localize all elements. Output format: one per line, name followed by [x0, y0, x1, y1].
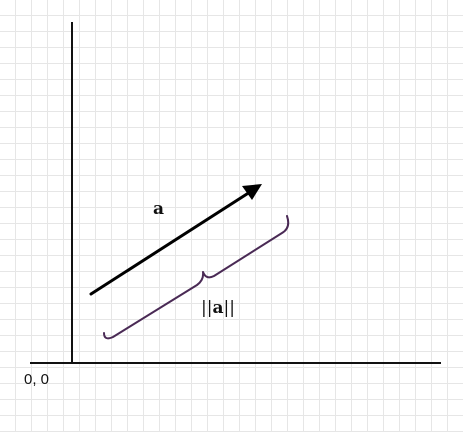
vector-a-label: a [153, 199, 165, 219]
origin-label: 0, 0 [24, 371, 50, 388]
magnitude-left-bars: || [201, 298, 213, 318]
vector-a-arrowhead [242, 184, 262, 200]
magnitude-label: ||a|| [201, 298, 235, 318]
magnitude-vector: a [212, 298, 224, 318]
magnitude-right-bars: || [223, 298, 235, 318]
magnitude-brace [103, 215, 290, 340]
vector-a-shaft [89, 190, 252, 296]
